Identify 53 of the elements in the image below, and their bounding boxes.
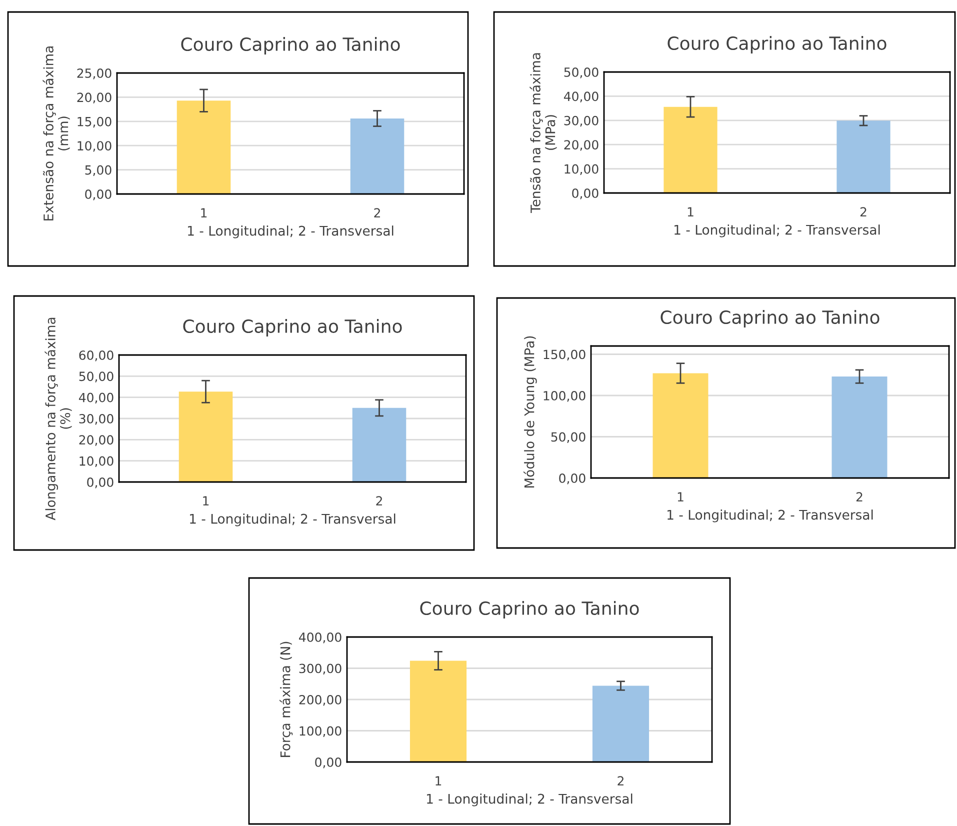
y-tick-label: 20,00 xyxy=(77,92,112,104)
y-axis-title: Extensão na força máxima (mm) xyxy=(42,46,70,220)
x-axis-title: 1 - Longitudinal; 2 - Transversal xyxy=(190,514,396,526)
y-tick-label: 0,00 xyxy=(572,188,598,200)
y-tick-label: 60,00 xyxy=(79,350,114,362)
y-tick-label: 5,00 xyxy=(85,165,112,176)
x-tick-label: 1 xyxy=(436,776,442,786)
y-tick-label: 400,00 xyxy=(299,632,342,644)
y-tick-label: 200,00 xyxy=(299,694,342,706)
y-tick-label: 20,00 xyxy=(79,435,114,446)
chart-title: Couro Caprino ao Tanino xyxy=(183,319,402,337)
y-tick-label: 25,00 xyxy=(77,68,112,80)
y-tick-label: 30,00 xyxy=(564,116,598,127)
y-tick-label: 0,00 xyxy=(87,477,114,488)
y-tick-label: 40,00 xyxy=(564,92,598,102)
chart-title: Couro Caprino ao Tanino xyxy=(668,36,886,54)
y-axis-title: Força máxima (N) xyxy=(280,642,293,757)
y-axis-title: Tensão na força máxima (MPa) xyxy=(530,53,557,213)
x-axis-title: 1 - Longitudinal; 2 - Transversal xyxy=(427,794,632,806)
y-tick-label: 50,00 xyxy=(564,67,598,78)
y-tick-label: 40,00 xyxy=(78,392,114,404)
y-tick-label: 50,00 xyxy=(79,372,114,382)
x-tick-label: 2 xyxy=(618,776,624,786)
y-tick-label: 30,00 xyxy=(79,414,114,425)
y-tick-label: 15,00 xyxy=(78,116,112,128)
y-tick-label: 0,00 xyxy=(315,757,342,768)
y-tick-label: 100,00 xyxy=(544,390,586,402)
chart-title: Couro Caprino ao Tanino xyxy=(420,601,639,619)
x-tick-label: 1 xyxy=(678,492,684,502)
y-tick-label: 20,00 xyxy=(564,140,598,151)
x-axis-title: 1 - Longitudinal; 2 - Transversal xyxy=(188,226,394,238)
y-axis-title: Alongamento na força máxima (%) xyxy=(44,318,72,520)
y-tick-label: 10,00 xyxy=(564,164,598,175)
y-tick-label: 0,00 xyxy=(85,189,112,200)
y-axis-title: Módulo de Young (MPa) xyxy=(524,336,537,488)
x-tick-label: 2 xyxy=(856,492,862,502)
chart-title: Couro Caprino ao Tanino xyxy=(181,37,400,55)
y-tick-label: 50,00 xyxy=(551,432,586,443)
y-tick-label: 100,00 xyxy=(300,726,342,737)
x-tick-label: 2 xyxy=(374,208,380,218)
y-tick-label: 10,00 xyxy=(80,456,114,468)
x-tick-label: 1 xyxy=(688,207,694,216)
x-tick-label: 1 xyxy=(203,496,209,506)
x-axis-title: 1 - Longitudinal; 2 - Transversal xyxy=(674,224,880,238)
x-tick-label: 1 xyxy=(201,208,207,218)
x-tick-label: 2 xyxy=(376,496,382,506)
chart-title: Couro Caprino ao Tanino xyxy=(660,310,880,328)
y-tick-label: 150,00 xyxy=(544,350,586,360)
y-tick-label: 0,00 xyxy=(559,473,586,484)
y-tick-label: 300,00 xyxy=(299,664,342,674)
x-axis-title: 1 - Longitudinal; 2 - Transversal xyxy=(668,510,873,522)
y-tick-label: 10,00 xyxy=(78,141,112,152)
x-tick-label: 2 xyxy=(860,207,866,216)
